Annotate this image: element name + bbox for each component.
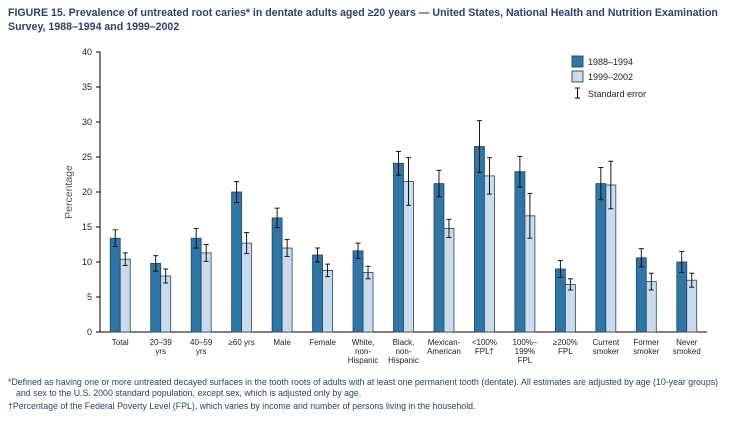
category-label: American (427, 347, 461, 356)
bar (271, 217, 283, 333)
bar (595, 183, 607, 333)
bar (281, 247, 293, 333)
bar (160, 275, 172, 333)
bar (322, 269, 333, 333)
category-label: FPL (518, 356, 533, 365)
bar (443, 227, 455, 333)
category-label: FPL (558, 347, 573, 356)
bar (686, 279, 698, 333)
bar (514, 171, 526, 333)
category-label: 40–59 (190, 338, 213, 347)
category-label: FPL† (475, 347, 494, 356)
footnote-1-marker: * (8, 377, 12, 387)
legend-swatch (571, 70, 584, 83)
y-tick-label: 30 (82, 117, 92, 127)
y-tick-label: 0 (87, 327, 92, 337)
bar (554, 268, 566, 333)
bar (484, 175, 495, 333)
bar (119, 258, 131, 333)
category-label: Female (309, 338, 336, 347)
bar-chart: 0 5 10 15 20 25 30 35 40 Percentage Total 20–39 yrs 4… (0, 40, 735, 378)
footnote-2-text: Percentage of the Federal Poverty Level … (12, 400, 476, 411)
category-label: 20–39 (150, 338, 173, 347)
bar (433, 183, 445, 333)
category-label: 199% (515, 347, 535, 356)
bar (635, 257, 647, 333)
category-label: Black, (393, 338, 415, 347)
bar (564, 283, 576, 333)
legend-error-label: Standard error (588, 89, 646, 99)
category-label: smoker (593, 347, 620, 356)
y-axis-label: Percentage (63, 165, 75, 219)
bar (312, 254, 323, 333)
legend-label: 1999–2002 (588, 72, 633, 82)
y-tick-label: 40 (82, 47, 92, 57)
category-label: <100% (472, 338, 497, 347)
category-label: yrs (196, 347, 207, 356)
category-label: Never (676, 338, 698, 347)
bar (474, 146, 485, 333)
figure-title: FIGURE 15. Prevalence of untreated root … (8, 7, 718, 34)
bar (393, 162, 404, 333)
y-tick-label: 20 (82, 187, 92, 197)
category-label: Mexican- (428, 338, 461, 347)
bar (150, 262, 162, 333)
y-tick-label: 25 (82, 152, 92, 162)
category-label: 100%– (512, 338, 537, 347)
category-label: Former (633, 338, 659, 347)
category-label: non- (355, 347, 371, 356)
footnote-1-text: Defined as having one or more untreated … (11, 377, 719, 399)
category-label: ≥200% (553, 338, 578, 347)
bar (241, 242, 253, 333)
y-tick-label: 35 (82, 82, 92, 92)
bar (362, 272, 374, 333)
legend-label: 1988–1994 (588, 57, 633, 67)
category-label: yrs (155, 347, 166, 356)
bar (231, 191, 243, 333)
footnote-1: *Defined as having one or more untreated… (8, 377, 727, 400)
category-label: smoker (633, 347, 660, 356)
bar (200, 252, 212, 333)
category-label: Total (112, 338, 129, 347)
category-label: ≥60 yrs (229, 338, 255, 347)
category-label: Male (273, 338, 291, 347)
category-label: White, (352, 338, 375, 347)
footnote-2: †Percentage of the Federal Poverty Level… (8, 401, 727, 412)
footnotes: *Defined as having one or more untreated… (8, 377, 727, 413)
category-label: smoked (673, 347, 701, 356)
category-label: Current (592, 338, 619, 347)
bar (190, 237, 202, 333)
legend-swatch (571, 55, 584, 68)
y-tick-label: 15 (82, 222, 92, 232)
category-label: Hispanic (348, 356, 379, 365)
bar (109, 237, 121, 333)
y-tick-label: 5 (87, 292, 92, 302)
footnote-2-marker: † (8, 400, 13, 411)
bar (352, 250, 364, 333)
y-tick-label: 10 (82, 257, 92, 267)
category-label: non- (395, 347, 411, 356)
category-label: Hispanic (388, 356, 419, 365)
